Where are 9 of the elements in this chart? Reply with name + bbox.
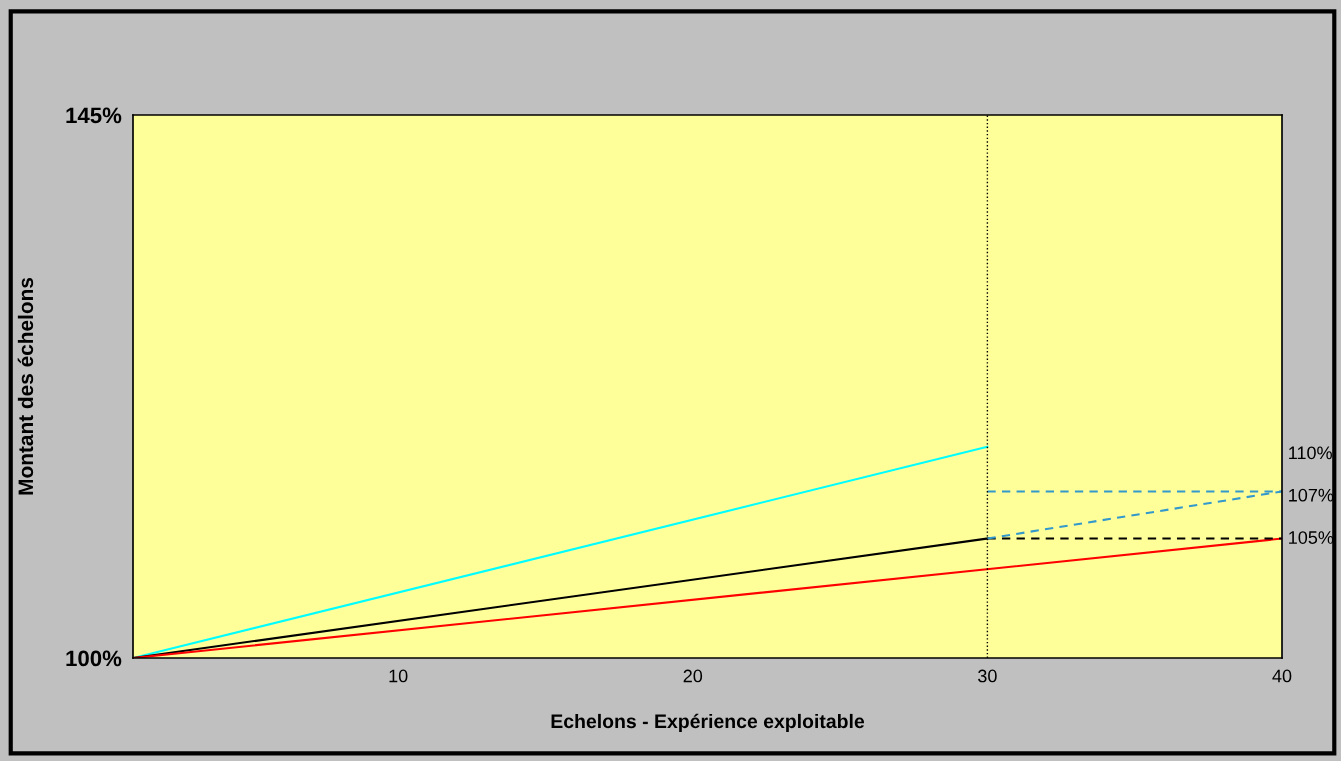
x-tick-label: 30 [978,669,997,683]
x-tick-label: 20 [683,669,703,683]
y-axis-title: Montant des échelons [17,277,34,495]
x-tick-label: 40 [1272,669,1292,683]
y-tick-label: 100% [66,650,122,667]
text: 110% [1289,446,1332,460]
x-tick-label: 10 [389,669,408,683]
y-tick-label: 145% [66,107,122,124]
x-axis-title: Echelons - Expérience exploitable [551,713,865,733]
